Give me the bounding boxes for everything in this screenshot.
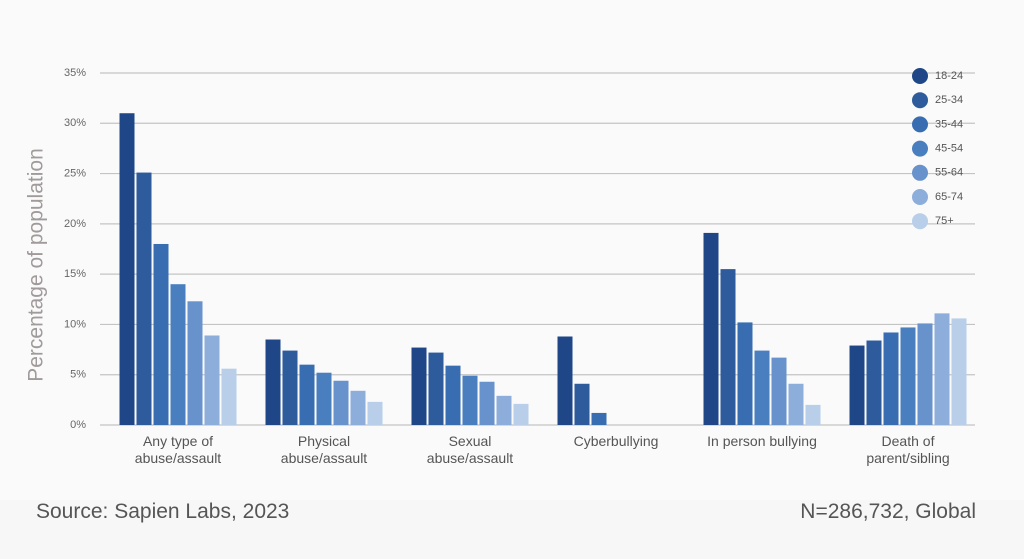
bar: [187, 301, 203, 425]
bar: [299, 364, 315, 425]
y-tick-label: 10%: [64, 318, 86, 330]
legend-label: 75+: [935, 215, 954, 227]
bar: [282, 350, 298, 425]
bar: [204, 335, 220, 425]
bar: [788, 383, 804, 425]
legend-label: 35-44: [935, 118, 963, 130]
bar: [119, 113, 135, 425]
x-tick-label: Sexual abuse/assault: [426, 433, 514, 466]
bar: [754, 350, 770, 425]
bar: [900, 327, 916, 425]
bar: [428, 352, 444, 425]
legend-swatch: [912, 140, 928, 157]
bar: [350, 390, 366, 425]
bar: [591, 412, 607, 425]
legend-label: 65-74: [935, 191, 963, 203]
bar: [265, 339, 281, 425]
bar: [883, 332, 899, 425]
legend-swatch: [912, 116, 928, 133]
bar: [316, 372, 332, 425]
bar: [411, 347, 427, 425]
x-tick-label: Death of parent/sibling: [866, 433, 950, 466]
legend-swatch: [912, 164, 928, 181]
bar: [917, 323, 933, 425]
legend-label: 18-24: [935, 70, 963, 82]
y-axis-label: Percentage of population: [25, 148, 48, 382]
bar: [805, 404, 821, 425]
legend-label: 55-64: [935, 167, 963, 179]
legend-swatch: [912, 92, 928, 109]
y-tick-label: 30%: [64, 117, 86, 129]
bar: [849, 345, 865, 425]
bar: [720, 269, 736, 425]
x-tick-label: Cyberbullying: [573, 433, 659, 449]
note: N=286,732, Global: [800, 500, 976, 523]
bar: [367, 401, 383, 425]
bar: [771, 357, 787, 425]
legend-label: 25-34: [935, 94, 963, 106]
bar: [513, 403, 529, 425]
bar: [574, 383, 590, 425]
bar: [479, 381, 495, 425]
bar: [221, 368, 237, 425]
bar: [136, 172, 152, 425]
y-tick-label: 20%: [64, 218, 86, 230]
bar: [333, 380, 349, 425]
bar: [557, 336, 573, 425]
y-tick-label: 5%: [70, 369, 86, 381]
x-tick-label: Physical abuse/assault: [280, 433, 368, 466]
source: Source: Sapien Labs, 2023: [36, 500, 290, 523]
bar: [866, 340, 882, 425]
bar: [462, 375, 478, 425]
x-tick-label: Any type of abuse/assault: [134, 433, 222, 466]
bar: [737, 322, 753, 425]
bar: [703, 232, 719, 425]
bar: [445, 365, 461, 425]
bar: [496, 395, 512, 425]
y-tick-label: 25%: [64, 167, 86, 179]
bar: [153, 243, 169, 425]
legend-swatch: [912, 213, 928, 230]
y-tick-label: 15%: [64, 268, 86, 280]
y-tick-label: 35%: [64, 67, 86, 79]
legend-label: 45-54: [935, 143, 963, 155]
legend-swatch: [912, 189, 928, 205]
bar: [951, 318, 967, 425]
bar: [170, 284, 186, 425]
bar: [934, 313, 950, 425]
y-tick-label: 0%: [70, 419, 86, 431]
legend-swatch: [912, 68, 928, 84]
x-tick-label: In person bullying: [707, 433, 817, 449]
